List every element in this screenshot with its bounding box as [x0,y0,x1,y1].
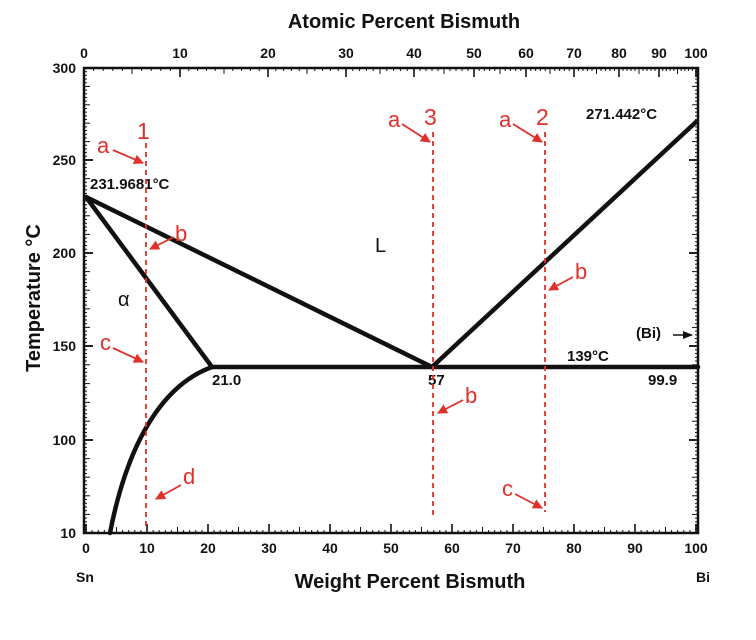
bottom-tick-label: 20 [200,540,216,556]
line-1-point-d-arrow [155,484,182,500]
sn-melting-point-label: 231.9681°C [90,176,170,193]
composition-line-1-number: 1 [137,118,150,144]
top-tick-label: 80 [611,45,627,61]
top-tick-label: 0 [80,45,88,61]
line-3-point-a-label: a [388,107,401,132]
line-1-point-b-label: b [175,221,187,246]
alpha-solubility-label: 21.0 [212,372,241,389]
bottom-axis-ticks [85,524,697,533]
line-1-point-a-label: a [97,133,110,158]
right-axis-ticks [689,67,698,534]
bottom-axis-title: Weight Percent Bismuth [295,571,526,593]
line-1-point-a-arrow [112,149,144,165]
top-tick-label: 40 [406,45,422,61]
top-axis-tick-labels: 0 10 20 30 40 50 60 70 80 90 100 [80,45,708,61]
line-2-point-b-arrow [548,276,574,291]
line-1-point-c-arrow [112,347,144,363]
top-axis-title: Atomic Percent Bismuth [288,11,520,33]
line-2-point-a-arrow [512,123,543,143]
liquidus-sn-side [83,194,435,370]
top-tick-label: 30 [338,45,354,61]
bottom-tick-label: 100 [684,540,708,556]
solidus-alpha [83,194,215,370]
bottom-tick-label: 90 [627,540,643,556]
left-tick-label: 10 [60,525,76,541]
phase-boundaries [83,119,701,536]
bottom-tick-label: 60 [444,540,460,556]
left-axis-tick-labels: 300 250 200 150 100 10 [53,60,77,541]
top-tick-label: 20 [260,45,276,61]
line-2-point-c-label: c [502,476,513,501]
bi-solubility-label: 99.9 [648,372,677,389]
top-tick-label: 90 [651,45,667,61]
left-axis-ticks [84,67,93,534]
top-tick-label: 50 [466,45,482,61]
line-1-point-d-label: d [183,464,195,489]
line-2-point-b-label: b [575,259,587,284]
top-tick-label: 60 [518,45,534,61]
bottom-axis-tick-labels: 0 10 20 30 40 50 60 70 80 90 100 [82,540,708,556]
left-tick-label: 100 [53,432,77,448]
eutectic-temperature-label: 139°C [567,348,609,365]
line-3-point-a-arrow [401,123,431,143]
composition-line-2-number: 2 [536,104,549,130]
left-tick-label: 200 [53,245,77,261]
line-3-point-b-arrow [437,399,464,414]
top-tick-label: 70 [566,45,582,61]
liquidus-bi-side [429,119,699,370]
left-tick-label: 300 [53,60,77,76]
bottom-tick-label: 40 [322,540,338,556]
line-1-point-c-label: c [100,330,111,355]
eutectic-composition-label: 57 [428,372,445,389]
bottom-tick-label: 50 [383,540,399,556]
left-tick-label: 250 [53,152,77,168]
bi-melting-point-label: 271.442°C [586,106,657,123]
alpha-solvus [107,364,215,536]
left-axis-title: Temperature °C [23,224,45,372]
line-1-point-b-arrow [149,236,175,250]
composition-line-2: 2 a b c [499,104,587,512]
bottom-tick-label: 0 [82,540,90,556]
line-2-point-a-label: a [499,107,512,132]
bottom-tick-label: 30 [261,540,277,556]
bottom-tick-label: 70 [505,540,521,556]
alpha-phase-label: α [118,289,130,311]
composition-line-1: 1 a b c d [97,118,195,528]
bi-phase-label: (Bi) [636,325,661,342]
line-3-point-b-label: b [465,383,477,408]
top-tick-label: 10 [172,45,188,61]
plot-frame [82,66,700,535]
left-component-label: Sn [76,569,94,585]
liquid-phase-label: L [375,235,386,257]
line-2-point-c-arrow [514,493,543,509]
composition-line-3: 3 a b [388,104,477,516]
top-tick-label: 100 [684,45,708,61]
left-tick-label: 150 [53,338,77,354]
bottom-tick-label: 10 [139,540,155,556]
composition-line-3-number: 3 [424,104,437,130]
right-component-label: Bi [696,569,710,585]
top-axis-ticks [83,68,697,77]
bottom-tick-label: 80 [566,540,582,556]
